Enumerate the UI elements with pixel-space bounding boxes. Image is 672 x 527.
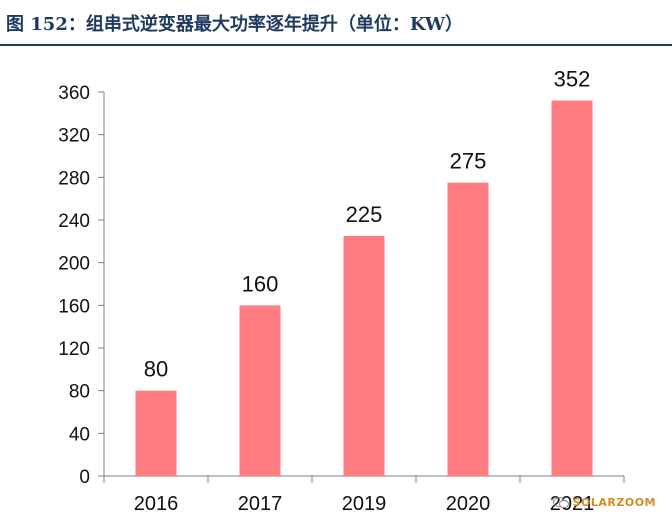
data-label-2021: 352: [554, 67, 591, 92]
x-axis: 2016 2017 2019 2020 2021: [103, 475, 625, 515]
x-tick-label-2019: 2019: [342, 493, 387, 515]
x-tick-label-2021: 2021: [550, 493, 595, 515]
y-tick-label: 40: [69, 424, 90, 445]
y-tick-label: 0: [79, 467, 90, 488]
wechat-icon: [552, 497, 569, 508]
watermark: SOLARZOOM: [552, 496, 656, 509]
data-labels: 80 160 225 275 352: [144, 67, 591, 382]
y-tick-label: 240: [58, 211, 90, 232]
bar-2017: [239, 305, 281, 476]
x-tick-label-2017: 2017: [238, 493, 283, 515]
bar-2021: [551, 100, 593, 477]
bar-2019: [343, 236, 385, 476]
y-tick-label: 120: [58, 339, 90, 360]
bar-2020: [447, 182, 489, 476]
bars: [135, 100, 593, 477]
y-tick-label: 160: [58, 296, 90, 317]
x-tick-label-2016: 2016: [134, 493, 179, 515]
data-label-2016: 80: [144, 357, 168, 382]
data-label-2019: 225: [346, 202, 383, 227]
y-tick-label: 200: [58, 254, 90, 275]
bar-2016: [135, 390, 177, 476]
watermark-brand: SOLARZOOM: [572, 496, 656, 509]
figure-title: 图 152：组串式逆变器最大功率逐年提升（单位：KW）: [6, 14, 464, 35]
y-tick-label: 320: [58, 126, 90, 147]
data-label-2017: 160: [242, 271, 279, 296]
data-label-2020: 275: [450, 149, 487, 174]
x-tick-label-2020: 2020: [446, 493, 491, 515]
y-tick-label: 80: [69, 382, 90, 403]
y-tick-label: 280: [58, 168, 90, 189]
title-divider: [0, 44, 672, 46]
y-tick-label: 360: [58, 83, 90, 104]
y-axis: 0 40 80 120 160 200 240 280 320 360: [58, 83, 105, 488]
